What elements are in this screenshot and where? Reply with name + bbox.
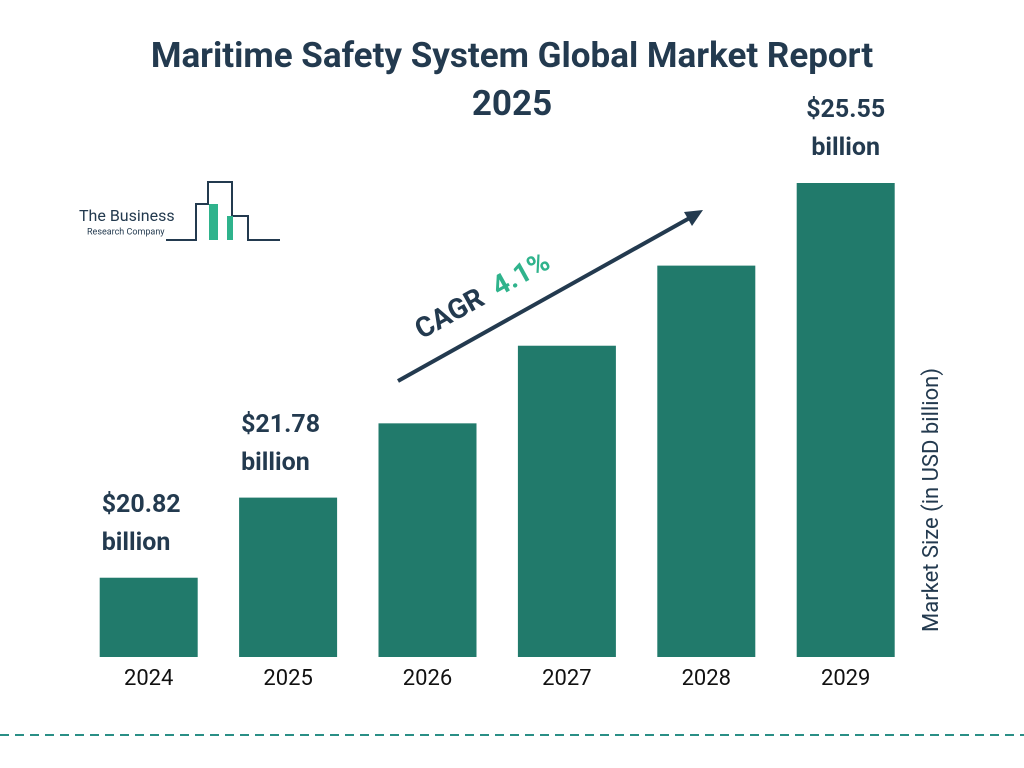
logo: The Business Research Company	[79, 181, 280, 241]
bar	[378, 423, 477, 657]
logo-subtext: Research Company	[87, 227, 165, 237]
x-tick-label: 2028	[682, 666, 731, 691]
x-tick-label: 2024	[124, 666, 173, 691]
y-axis-label: Market Size (in USD billion)	[919, 368, 944, 632]
logo-text: The Business	[79, 206, 175, 225]
arrow-head	[684, 210, 703, 226]
x-tick-label: 2025	[263, 666, 312, 691]
x-tick-label: 2026	[403, 666, 452, 691]
bar	[517, 345, 616, 657]
bar	[239, 497, 338, 657]
cagr-arrow	[397, 213, 696, 383]
value-label: $20.82 billion	[101, 489, 181, 557]
bar	[796, 183, 895, 657]
bar	[657, 265, 756, 657]
value-label: $25.55 billion	[806, 95, 886, 162]
value-label: $21.78 billion	[241, 409, 321, 477]
x-tick-label: 2027	[542, 666, 591, 691]
bar	[99, 577, 198, 657]
chart-title: Maritime Safety System Global Market Rep…	[150, 35, 874, 124]
cagr-value: 4.1%	[486, 245, 555, 303]
x-tick-label: 2029	[821, 666, 870, 691]
